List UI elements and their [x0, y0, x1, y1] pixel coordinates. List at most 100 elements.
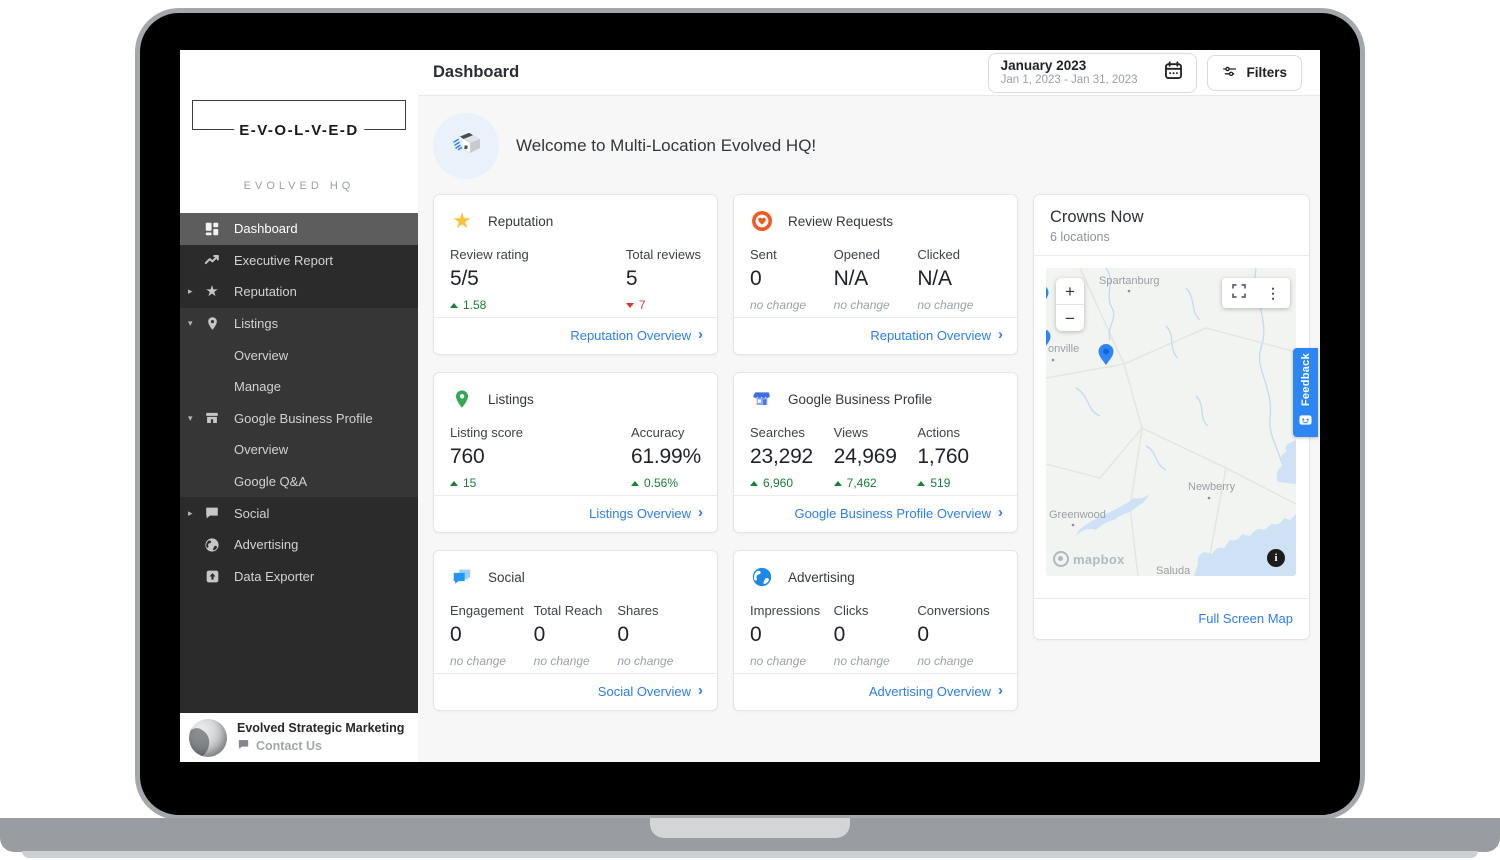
- sidebar-subitem-gbp-overview[interactable]: Overview: [180, 434, 418, 466]
- agency-avatar: [189, 718, 227, 757]
- map-label-saluda: Saluda: [1156, 565, 1191, 576]
- laptop-edge: [22, 851, 1478, 858]
- sidebar-item-reputation[interactable]: ▸ ★ Reputation: [180, 276, 418, 308]
- map-info-button[interactable]: i: [1267, 549, 1285, 567]
- full-screen-map-link[interactable]: Full Screen Map: [1198, 611, 1293, 626]
- welcome-banner: Welcome to Multi-Location Evolved HQ!: [433, 113, 1310, 179]
- zoom-in-button[interactable]: +: [1056, 278, 1084, 304]
- metric-sent: Sent 0 no change: [750, 247, 807, 312]
- chevron-right-icon: ›: [998, 326, 1003, 343]
- metric-engagement: Engagement 0 no change: [450, 603, 524, 668]
- date-month-label: January 2023: [1000, 57, 1087, 73]
- filters-button[interactable]: Filters: [1207, 54, 1302, 91]
- locations-map[interactable]: Spartanburg onville Newberry Greenwood S…: [1046, 268, 1296, 576]
- trend-up-icon: [630, 480, 639, 486]
- chevron-down-icon: ▾: [188, 318, 193, 329]
- chevron-down-icon: ▾: [188, 412, 193, 423]
- feedback-smiley-icon: [1299, 414, 1312, 432]
- sidebar: E-V-O-L-V-E-D EVOLVED HQ Dashboard: [180, 50, 418, 762]
- sidebar-item-dashboard[interactable]: Dashboard: [180, 213, 418, 245]
- zoom-out-button[interactable]: −: [1056, 305, 1084, 331]
- metric-searches: Searches 23,292 6,960: [750, 425, 814, 490]
- chat-icon: [237, 738, 250, 754]
- sidebar-nav: Dashboard Executive Report ▸ ★ Reputatio…: [180, 213, 418, 713]
- export-box-icon: [202, 569, 222, 584]
- location-pin-icon: [450, 389, 474, 409]
- chat-bubble-icon: [202, 505, 222, 521]
- laptop-notch: [650, 818, 850, 838]
- date-range-picker[interactable]: January 2023 Jan 1, 2023 - Jan 31, 2023: [987, 52, 1198, 93]
- chevron-right-icon: ›: [698, 682, 703, 699]
- metric-accuracy: Accuracy 61.99% 0.56%: [630, 425, 701, 490]
- sidebar-item-social[interactable]: ▸ Social: [180, 497, 418, 529]
- listings-card: Listings Listing score 760 15 Accuracy: [433, 372, 718, 533]
- google-business-profile-card: Google Business Profile Searches 23,292 …: [733, 372, 1018, 533]
- locations-map-card: Crowns Now 6 locations: [1033, 194, 1310, 640]
- feedback-tab[interactable]: Feedback: [1293, 348, 1318, 437]
- logo-subtitle: EVOLVED HQ: [243, 180, 355, 192]
- welcome-message: Welcome to Multi-Location Evolved HQ!: [516, 136, 817, 155]
- sidebar-footer: Evolved Strategic Marketing Contact Us: [180, 713, 418, 762]
- metric-clicked: Clicked N/A no change: [917, 247, 974, 312]
- fullscreen-icon[interactable]: [1232, 283, 1246, 303]
- social-overview-link[interactable]: Social Overview ›: [597, 682, 703, 699]
- sidebar-item-data-exporter[interactable]: Data Exporter: [180, 560, 418, 593]
- filter-icon: [1222, 64, 1237, 82]
- trend-up-icon: [917, 480, 926, 486]
- metric-shares: Shares 0 no change: [617, 603, 674, 668]
- reputation-card: ★ Reputation Review rating 5/5 1.58: [433, 194, 718, 355]
- globe-icon: [750, 566, 774, 588]
- chevron-right-icon: ›: [698, 326, 703, 343]
- map-label-greenwood: Greenwood: [1049, 509, 1106, 521]
- dashboard-content: Welcome to Multi-Location Evolved HQ! ★ …: [418, 96, 1320, 762]
- sidebar-item-executive-report[interactable]: Executive Report: [180, 244, 418, 277]
- top-header: Dashboard January 2023 Jan 1, 2023 - Jan…: [418, 50, 1320, 96]
- metric-total-reviews: Total reviews 5 7: [625, 247, 701, 312]
- sidebar-subitem-listings-manage[interactable]: Manage: [180, 370, 418, 403]
- metric-total-reach: Total Reach 0 no change: [533, 603, 603, 668]
- trend-up-icon: [450, 302, 458, 308]
- advertising-overview-link[interactable]: Advertising Overview ›: [868, 682, 1003, 699]
- contact-us-link[interactable]: Contact Us: [237, 738, 404, 754]
- social-card: Social Engagement 0 no change Total Reac…: [433, 550, 718, 711]
- package-illustration-icon: [433, 113, 499, 179]
- sidebar-subitem-listings-overview[interactable]: Overview: [180, 339, 418, 371]
- chevron-right-icon: ›: [698, 504, 703, 521]
- heart-badge-icon: [750, 209, 774, 233]
- chevron-right-icon: ›: [998, 504, 1003, 521]
- chevron-right-icon: ›: [998, 682, 1003, 699]
- dashboard-icon: [202, 221, 222, 237]
- trend-chart-icon: [202, 252, 222, 268]
- map-toolbar: ⋮: [1222, 278, 1290, 308]
- app-window: E-V-O-L-V-E-D EVOLVED HQ Dashboard: [180, 50, 1320, 762]
- map-card-subtitle: 6 locations: [1050, 230, 1110, 244]
- reputation-overview-link[interactable]: Reputation Overview ›: [570, 326, 703, 343]
- page-title: Dashboard: [433, 63, 520, 81]
- sidebar-item-advertising[interactable]: Advertising: [180, 528, 418, 561]
- agency-name: Evolved Strategic Marketing: [237, 720, 405, 735]
- metric-review-rating: Review rating 5/5 1.58: [450, 247, 529, 312]
- map-pin-icon[interactable]: [1046, 285, 1114, 365]
- storefront-icon: [202, 410, 222, 426]
- sidebar-item-listings[interactable]: ▾ Listings: [180, 307, 418, 340]
- map-label-onville: onville: [1048, 343, 1079, 355]
- star-icon: ★: [452, 208, 472, 233]
- advertising-card: Advertising Impressions 0 no change Clic…: [733, 550, 1018, 711]
- sidebar-item-google-business-profile[interactable]: ▾ Google Business Profile: [180, 402, 418, 435]
- listings-overview-link[interactable]: Listings Overview ›: [589, 504, 703, 521]
- metric-impressions: Impressions 0 no change: [750, 603, 821, 668]
- trend-down-icon: [625, 302, 634, 308]
- sidebar-subitem-google-qa[interactable]: Google Q&A: [180, 465, 418, 498]
- metric-clicks: Clicks 0 no change: [833, 603, 890, 668]
- map-canvas: Spartanburg onville Newberry Greenwood S…: [1046, 268, 1296, 576]
- google-business-profile-overview-link[interactable]: Google Business Profile Overview ›: [794, 504, 1003, 521]
- location-pin-icon: [202, 316, 222, 331]
- map-label-spartanburg: Spartanburg: [1099, 275, 1160, 287]
- google-storefront-icon: [750, 388, 774, 410]
- map-label-newberry: Newberry: [1188, 481, 1236, 493]
- more-options-icon[interactable]: ⋮: [1266, 284, 1280, 301]
- chevron-right-icon: ▸: [188, 507, 193, 518]
- reputation-overview-link[interactable]: Reputation Overview ›: [870, 326, 1003, 343]
- metric-views: Views 24,969 7,462: [833, 425, 897, 490]
- date-range-label: Jan 1, 2023 - Jan 31, 2023: [1000, 73, 1138, 86]
